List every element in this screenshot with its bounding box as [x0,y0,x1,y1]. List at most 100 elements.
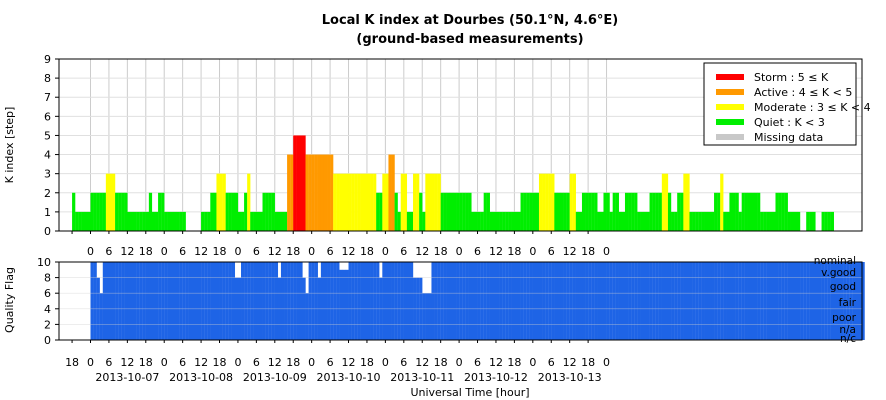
quality-flag-bar [428,293,432,340]
legend-label: Moderate : 3 ≤ K < 4 [754,101,871,114]
quality-flag-bar [646,262,650,340]
date-label: 2013-10-13 [538,371,602,384]
k-index-bar [158,192,162,231]
k-index-bar [477,211,481,231]
quality-flag-bar [382,262,386,340]
quality-flag-bar [158,262,162,340]
quality-flag-bar [231,262,236,340]
k-index-bar [244,192,248,231]
k-index-bar [207,211,211,231]
k-index-bar [757,192,761,231]
bottom-xtick-label: 12 [342,356,356,369]
k-index-bar [449,192,454,231]
top-xtick-label: 12 [268,245,282,258]
k-index-bar [677,192,681,231]
k-index-bar [710,211,715,231]
quality-flag-bar [618,262,623,340]
k-index-bar [548,173,552,231]
quality-flag-bar [354,262,358,340]
k-index-bar [366,173,371,231]
quality-flag-bar [839,262,844,340]
quality-flag-bar [102,262,107,340]
k-index-bar [505,211,509,231]
k-ytick-label: 9 [44,53,51,66]
top-xtick-label: 0 [234,245,241,258]
k-index-bar [99,192,103,231]
quality-flag-bar [683,262,687,340]
x-axis-label: Universal Time [hour] [410,386,529,399]
k-index-bar [824,211,828,231]
quality-flag-bar [784,262,788,340]
quality-ytick-label: 6 [44,287,51,300]
top-xtick-label: 18 [360,245,374,258]
quality-flag-bar [495,262,500,340]
k-index-bar [164,211,168,231]
quality-flag-bar [686,262,690,340]
quality-flag-bar [677,262,681,340]
k-index-bar [382,173,386,231]
k-index-bar [671,211,675,231]
quality-flag-bar [628,262,632,340]
quality-flag-bar [499,262,503,340]
quality-flag-bar [388,262,392,340]
k-index-bar [287,154,291,231]
k-index-bar [416,173,420,231]
quality-flag-bar [191,262,196,340]
quality-flag-bar [769,262,773,340]
quality-flag-bar [707,262,712,340]
k-index-bar [615,192,619,231]
k-index-bar [323,154,328,231]
quality-flag-bar [821,262,825,340]
k-index-bar [726,211,730,231]
k-index-bar [394,192,398,231]
k-index-bar [354,173,358,231]
quality-flag-bar [139,262,143,340]
k-index-bar [517,211,521,231]
quality-flag-bar [274,262,279,340]
k-index-bar [529,192,533,231]
legend-label: Missing data [754,131,823,144]
quality-flag-bar [849,262,853,340]
quality-flag-bar [508,262,512,340]
k-index-bar [308,154,312,231]
quality-flag-bar [244,262,248,340]
k-index-bar [585,192,589,231]
quality-flag-bar [781,262,785,340]
bottom-xtick-label: 18 [581,356,595,369]
k-index-bar [345,173,349,231]
quality-flag-bar [600,262,604,340]
quality-flag-bar [194,262,199,340]
quality-flag-bar [259,262,263,340]
quality-flag-bar [376,262,380,340]
quality-flag-bar [406,262,411,340]
quality-flag-bar [720,262,724,340]
k-index-bar [142,211,146,231]
k-index-bar [588,192,592,231]
k-index-bar [652,192,656,231]
k-index-bar [674,211,678,231]
quality-flag-bar [115,262,119,340]
quality-flag-bar [689,262,693,340]
k-index-bar [317,154,322,231]
k-index-bar [661,173,666,231]
quality-category-label: fair [839,297,857,309]
quality-flag-bar [446,262,451,340]
k-index-bar [112,173,116,231]
bottom-xtick-label: 0 [161,356,168,369]
quality-flag-bar [225,262,229,340]
bottom-xtick-label: 18 [213,356,227,369]
quality-flag-bar [569,262,573,340]
quality-flag-bar [465,262,469,340]
k-index-bar [397,211,401,231]
quality-flag-bar [591,262,595,340]
top-xtick-label: 12 [342,245,356,258]
k-index-bar [280,211,285,231]
quality-flag-bar [385,262,389,340]
k-index-bar [603,192,607,231]
quality-flag-bar [729,262,733,340]
k-index-bar [735,192,739,231]
k-index-bar [766,211,770,231]
quality-flag-bar [363,262,368,340]
quality-flag-bar [121,262,125,340]
k-index-bar [456,192,460,231]
